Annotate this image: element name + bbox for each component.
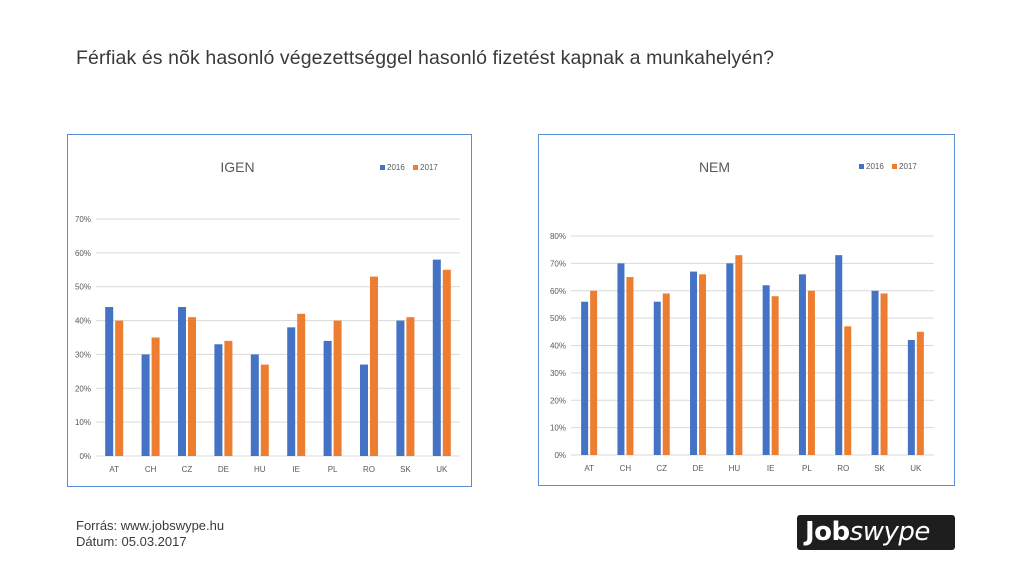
igen-x-tick-label: HU bbox=[254, 465, 266, 474]
nem-y-tick-label: 80% bbox=[550, 232, 566, 241]
igen-legend-label-2016: 2016 bbox=[387, 163, 405, 172]
igen-bar-2017-sk bbox=[406, 317, 415, 456]
igen-bar-2016-uk bbox=[432, 259, 441, 456]
nem-x-tick-label: AT bbox=[584, 464, 594, 473]
igen-bar-2017-hu bbox=[260, 364, 269, 456]
date-text: Dátum: 05.03.2017 bbox=[76, 534, 187, 549]
igen-y-tick-label: 60% bbox=[75, 249, 91, 258]
nem-bar-2017-ie bbox=[771, 296, 779, 455]
igen-y-tick-label: 30% bbox=[75, 350, 91, 359]
igen-bar-2017-at bbox=[115, 320, 124, 456]
nem-legend-swatch-2017 bbox=[892, 164, 897, 169]
igen-bar-2017-ch bbox=[151, 337, 160, 456]
igen-x-tick-label: DE bbox=[218, 465, 229, 474]
chart-igen-svg: IGEN 0% 10% 20% 30% 40% 50% 60% 70% AT CH CZ DE HU IE P… bbox=[75, 159, 460, 474]
nem-x-tick-label: UK bbox=[910, 464, 922, 473]
igen-bar-2016-at bbox=[105, 307, 114, 456]
nem-y-tick-label: 60% bbox=[550, 287, 566, 296]
nem-bar-2016-pl bbox=[798, 274, 806, 455]
igen-x-tick-label: AT bbox=[109, 465, 119, 474]
igen-y-tick-label: 0% bbox=[79, 452, 91, 461]
nem-x-tick-label: CH bbox=[620, 464, 632, 473]
page-title: Férfiak és nõk hasonló végezettséggel ha… bbox=[76, 47, 775, 69]
nem-bar-2016-ro bbox=[835, 255, 843, 455]
nem-legend-label-2016: 2016 bbox=[866, 162, 884, 171]
nem-bar-2016-de bbox=[690, 271, 698, 455]
nem-bar-2016-uk bbox=[907, 340, 915, 455]
nem-bar-2017-uk bbox=[916, 331, 924, 455]
nem-y-tick-label: 0% bbox=[554, 451, 566, 460]
nem-bar-2016-at bbox=[581, 301, 589, 455]
nem-bar-2016-cz bbox=[653, 301, 661, 455]
nem-x-tick-label: PL bbox=[802, 464, 812, 473]
igen-bar-2016-de bbox=[214, 344, 223, 456]
nem-bar-2017-ro bbox=[844, 326, 852, 455]
igen-bar-2017-ro bbox=[370, 276, 378, 456]
igen-bar-2017-uk bbox=[442, 269, 451, 456]
logo-part1: Job bbox=[805, 517, 850, 547]
nem-x-tick-label: DE bbox=[692, 464, 703, 473]
nem-y-tick-label: 50% bbox=[550, 314, 566, 323]
igen-x-tick-label: CZ bbox=[182, 465, 193, 474]
source-text: Forrás: www.jobswype.hu bbox=[76, 518, 225, 533]
igen-bar-2016-cz bbox=[178, 307, 186, 456]
chart-nem: NEM 0% 10% 20% 30% 40% 50% 60% 70% 80% AT CH CZ DE HU I… bbox=[538, 134, 955, 486]
igen-x-tick-label: CH bbox=[145, 465, 157, 474]
nem-y-tick-label: 40% bbox=[550, 342, 566, 351]
nem-chart-title: NEM bbox=[699, 159, 730, 175]
nem-y-tick-label: 30% bbox=[550, 369, 566, 378]
igen-bar-2017-cz bbox=[188, 317, 196, 456]
nem-bar-2016-ch bbox=[617, 263, 625, 455]
nem-bar-2017-hu bbox=[735, 255, 743, 455]
nem-y-tick-label: 70% bbox=[550, 259, 566, 268]
nem-legend-swatch-2016 bbox=[859, 164, 864, 169]
igen-legend-swatch-2017 bbox=[413, 165, 418, 170]
chart-igen: IGEN 0% 10% 20% 30% 40% 50% 60% 70% AT CH CZ DE HU IE P… bbox=[67, 134, 472, 487]
igen-x-tick-label: RO bbox=[363, 465, 375, 474]
igen-x-tick-label: PL bbox=[328, 465, 338, 474]
nem-x-tick-label: IE bbox=[767, 464, 775, 473]
nem-bar-2017-ch bbox=[626, 277, 634, 455]
igen-y-tick-label: 10% bbox=[75, 418, 91, 427]
igen-legend-label-2017: 2017 bbox=[420, 163, 438, 172]
igen-x-tick-label: IE bbox=[292, 465, 300, 474]
igen-bar-2017-ie bbox=[297, 313, 306, 456]
jobswype-logo: Jobswype bbox=[797, 515, 955, 550]
igen-y-tick-label: 70% bbox=[75, 215, 91, 224]
chart-nem-svg: NEM 0% 10% 20% 30% 40% 50% 60% 70% 80% AT CH CZ DE HU I… bbox=[550, 159, 934, 473]
igen-y-tick-label: 40% bbox=[75, 317, 91, 326]
nem-bar-2016-sk bbox=[871, 290, 879, 455]
footer: Forrás: www.jobswype.hu Dátum: 05.03.201… bbox=[76, 518, 224, 550]
nem-y-tick-label: 20% bbox=[550, 396, 566, 405]
igen-x-tick-label: UK bbox=[436, 465, 448, 474]
igen-bar-2016-pl bbox=[323, 340, 332, 456]
igen-bar-2016-ro bbox=[360, 364, 368, 456]
nem-x-tick-label: HU bbox=[729, 464, 741, 473]
nem-x-tick-label: RO bbox=[837, 464, 849, 473]
nem-x-tick-label: CZ bbox=[656, 464, 667, 473]
nem-bar-2017-de bbox=[699, 274, 707, 455]
igen-bar-2016-ie bbox=[287, 327, 296, 456]
nem-legend-label-2017: 2017 bbox=[899, 162, 917, 171]
nem-bar-2016-ie bbox=[762, 285, 770, 455]
logo-part2: swype bbox=[849, 517, 931, 547]
nem-bar-2017-sk bbox=[880, 293, 888, 455]
igen-bar-2016-sk bbox=[396, 320, 405, 456]
igen-y-tick-label: 20% bbox=[75, 384, 91, 393]
igen-chart-title: IGEN bbox=[220, 159, 254, 175]
igen-bar-2016-hu bbox=[250, 354, 259, 456]
nem-bar-2017-cz bbox=[662, 293, 670, 455]
igen-x-tick-label: SK bbox=[400, 465, 411, 474]
nem-x-tick-label: SK bbox=[874, 464, 885, 473]
nem-y-tick-label: 10% bbox=[550, 424, 566, 433]
igen-bar-2016-ch bbox=[141, 354, 150, 456]
igen-bar-2017-pl bbox=[333, 320, 342, 456]
igen-y-tick-label: 50% bbox=[75, 283, 91, 292]
nem-bar-2017-pl bbox=[807, 290, 815, 455]
nem-bar-2016-hu bbox=[726, 263, 734, 455]
igen-bar-2017-de bbox=[224, 340, 233, 456]
igen-legend-swatch-2016 bbox=[380, 165, 385, 170]
nem-bar-2017-at bbox=[590, 290, 598, 455]
